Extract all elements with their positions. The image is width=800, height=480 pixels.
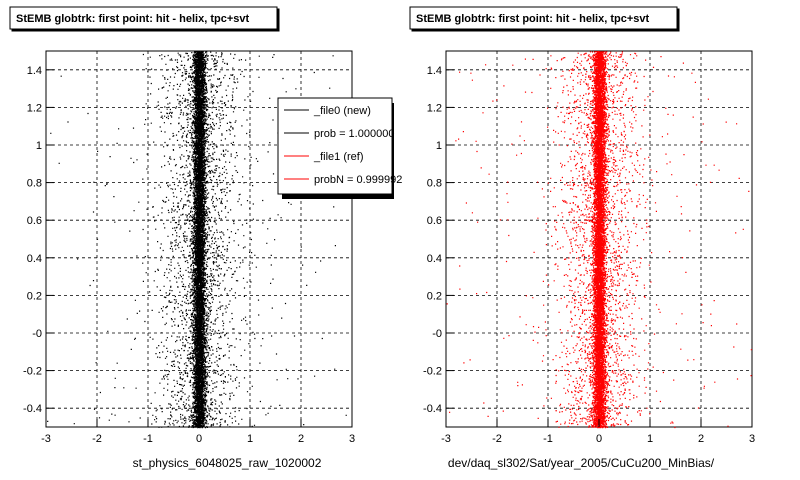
y-tick-label: 0.2	[427, 290, 442, 302]
left-x-axis-label: st_physics_6048025_raw_1020002	[133, 456, 322, 470]
right-ticks: -3 -2 -1 0 1 2 3 -0.4 -0.2 -0 0.2 0.4 0.6 0.8 1 1.2 1.4	[423, 65, 755, 445]
right-x-axis-label: dev/daq_sl302/Sat/year_2005/CuCu200_MinB…	[448, 456, 715, 470]
y-tick-label: -0.2	[423, 366, 442, 378]
y-tick-label: 1	[36, 140, 42, 152]
y-tick-label: 0.4	[427, 253, 442, 265]
x-tick-label: 3	[749, 433, 755, 445]
y-tick-label: 1.4	[27, 65, 42, 77]
x-tick-label: -2	[92, 433, 102, 445]
x-tick-label: 3	[349, 433, 355, 445]
x-tick-label: -1	[543, 433, 553, 445]
x-tick-label: -3	[441, 433, 451, 445]
left-chart-title-box: StEMB globtrk: first point: hit - helix,…	[9, 6, 280, 32]
y-tick-label: -0	[432, 328, 442, 340]
legend-entry-1: prob = 1.000000	[314, 128, 394, 140]
y-tick-label: 1.4	[427, 65, 442, 77]
x-tick-label: -2	[492, 433, 502, 445]
y-tick-label: 1.2	[427, 102, 442, 114]
right-chart-panel: StEMB globtrk: first point: hit - helix,…	[409, 6, 755, 470]
y-tick-label: -0	[32, 328, 42, 340]
x-tick-label: -3	[41, 433, 51, 445]
left-scatter-points	[47, 51, 347, 429]
legend-entry-3: probN = 0.999992	[314, 174, 402, 186]
scatter-series-file0new	[47, 51, 347, 429]
y-tick-label: -0.2	[23, 366, 42, 378]
x-tick-label: 2	[698, 433, 704, 445]
right-scatter-points	[446, 51, 752, 429]
x-tick-label: -1	[143, 433, 153, 445]
y-tick-label: -0.4	[423, 403, 442, 415]
left-chart-panel: StEMB globtrk: first point: hit - helix,…	[9, 6, 402, 470]
right-chart-title: StEMB globtrk: first point: hit - helix,…	[416, 13, 649, 25]
x-tick-label: 0	[196, 433, 202, 445]
left-ticks: -3 -2 -1 0 1 2 3 -0.4 -0.2 -0 0.2 0.4 0.6 0.8 1 1.2 1.4	[23, 65, 355, 445]
x-tick-label: 2	[298, 433, 304, 445]
y-tick-label: 0.6	[27, 215, 42, 227]
left-legend: _file0 (new) prob = 1.000000 _file1 (ref…	[277, 97, 402, 199]
y-tick-label: 1.2	[27, 102, 42, 114]
y-tick-label: 0.6	[427, 215, 442, 227]
y-tick-label: -0.4	[23, 403, 42, 415]
left-chart-title: StEMB globtrk: first point: hit - helix,…	[16, 13, 249, 25]
y-tick-label: 0.2	[27, 290, 42, 302]
y-tick-label: 0.8	[427, 178, 442, 190]
y-tick-label: 0.8	[27, 178, 42, 190]
y-tick-label: 0.4	[27, 253, 42, 265]
legend-entry-2: _file1 (ref)	[313, 151, 364, 163]
right-chart-title-box: StEMB globtrk: first point: hit - helix,…	[409, 6, 680, 32]
x-tick-label: 0	[596, 433, 602, 445]
scatter-series-file1ref	[446, 51, 752, 429]
y-tick-label: 1	[436, 140, 442, 152]
x-tick-label: 1	[647, 433, 653, 445]
x-tick-label: 1	[247, 433, 253, 445]
legend-entry-0: _file0 (new)	[313, 105, 371, 117]
